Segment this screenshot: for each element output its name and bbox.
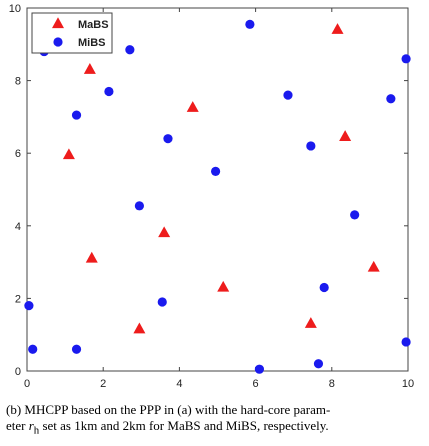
mabs-point xyxy=(158,226,171,238)
mibs-point xyxy=(104,86,114,97)
mibs-point xyxy=(283,90,293,100)
legend-mibs-label: MiBS xyxy=(78,37,106,49)
caption-line-2-pre: eter xyxy=(6,418,29,433)
caption-line-2-post: set as 1km and 2km for MaBS and MiBS, re… xyxy=(39,418,329,433)
caption-variable: r xyxy=(28,418,34,433)
mibs-point xyxy=(210,166,221,176)
caption-variable-subscript: h xyxy=(33,424,40,437)
y-tick-label: 10 xyxy=(9,3,21,15)
y-tick-label: 8 xyxy=(15,76,21,88)
mibs-point xyxy=(163,134,173,144)
mabs-point xyxy=(217,280,230,292)
mabs-point xyxy=(62,148,75,160)
legend-mibs-marker xyxy=(53,37,63,47)
x-tick-label: 6 xyxy=(253,378,259,390)
mabs-point xyxy=(331,23,344,34)
mabs-point xyxy=(186,101,199,112)
mabs-point xyxy=(367,260,380,272)
y-tick-label: 6 xyxy=(15,148,21,160)
mibs-point xyxy=(401,337,411,347)
caption-line-1: (b) MHCPP based on the PPP in (a) with t… xyxy=(6,402,331,417)
mibs-point xyxy=(245,19,255,29)
y-tick-label: 4 xyxy=(15,221,21,233)
mibs-point xyxy=(125,45,135,55)
mibs-point xyxy=(157,297,167,307)
x-tick-label: 10 xyxy=(402,378,414,390)
x-tick-label: 0 xyxy=(24,378,30,390)
mibs-point xyxy=(254,364,265,374)
mibs-point xyxy=(306,141,316,151)
y-tick-label: 0 xyxy=(15,366,21,378)
mabs-point xyxy=(339,130,352,141)
mibs-point xyxy=(313,359,324,369)
scatter-chart: 0 2 4 6 8 10 0 2 4 6 8 10 MaBS MiBS xyxy=(9,3,414,390)
mibs-point xyxy=(319,282,329,293)
x-tick-label: 2 xyxy=(100,378,106,390)
mabs-point xyxy=(83,63,96,74)
mibs-point xyxy=(401,54,411,64)
plot-area xyxy=(26,7,409,372)
mabs-point xyxy=(133,322,146,334)
legend-mabs-label: MaBS xyxy=(78,19,109,31)
x-tick-label: 4 xyxy=(176,378,182,390)
mibs-point xyxy=(350,210,360,220)
mibs-point xyxy=(386,94,396,104)
y-tick-label: 2 xyxy=(15,293,21,305)
mibs-point xyxy=(28,344,38,354)
mibs-point xyxy=(24,301,34,311)
mabs-point xyxy=(85,251,98,263)
legend-box xyxy=(31,12,113,54)
mibs-point xyxy=(134,201,144,211)
figure-caption: (b) MHCPP based on the PPP in (a) with t… xyxy=(6,402,426,439)
mabs-point xyxy=(304,317,317,328)
mibs-point xyxy=(71,344,82,354)
x-tick-label: 8 xyxy=(329,378,335,390)
mibs-point xyxy=(71,110,82,120)
legend-mabs-marker xyxy=(52,17,64,29)
